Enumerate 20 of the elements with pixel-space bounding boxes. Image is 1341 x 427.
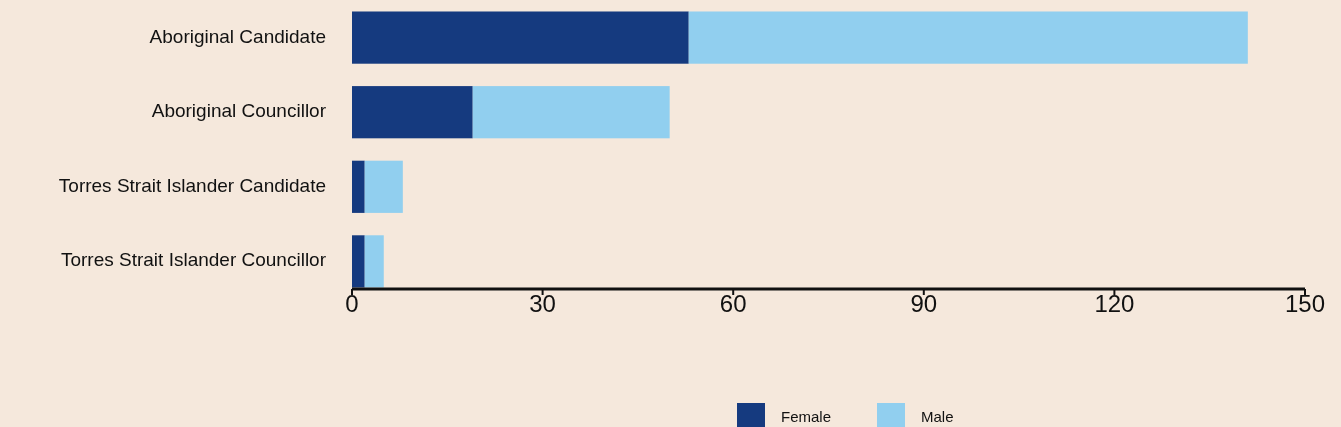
bar — [688, 11, 1248, 64]
y-tick-label: Aboriginal Candidate — [149, 25, 326, 47]
x-tick-label: 30 — [529, 290, 556, 317]
bar — [352, 86, 473, 139]
bar — [352, 11, 689, 64]
legend-label: Male — [921, 408, 954, 425]
x-tick-label: 150 — [1284, 290, 1326, 317]
x-tick-label: 120 — [1094, 290, 1135, 317]
bar — [364, 235, 384, 288]
bar — [352, 235, 365, 288]
x-tick-label: 60 — [719, 290, 747, 317]
bar — [352, 160, 365, 213]
y-tick-label: Aboriginal Councillor — [151, 100, 327, 122]
x-tick-label: 90 — [910, 290, 938, 317]
y-tick-label: Torres Strait Islander Candidate — [58, 174, 326, 196]
y-tick-label: Torres Strait Islander Councillor — [60, 249, 327, 271]
bar — [364, 160, 403, 213]
bar — [472, 86, 670, 139]
legend-label: Female — [781, 408, 832, 425]
x-tick-label: 0 — [345, 290, 359, 317]
